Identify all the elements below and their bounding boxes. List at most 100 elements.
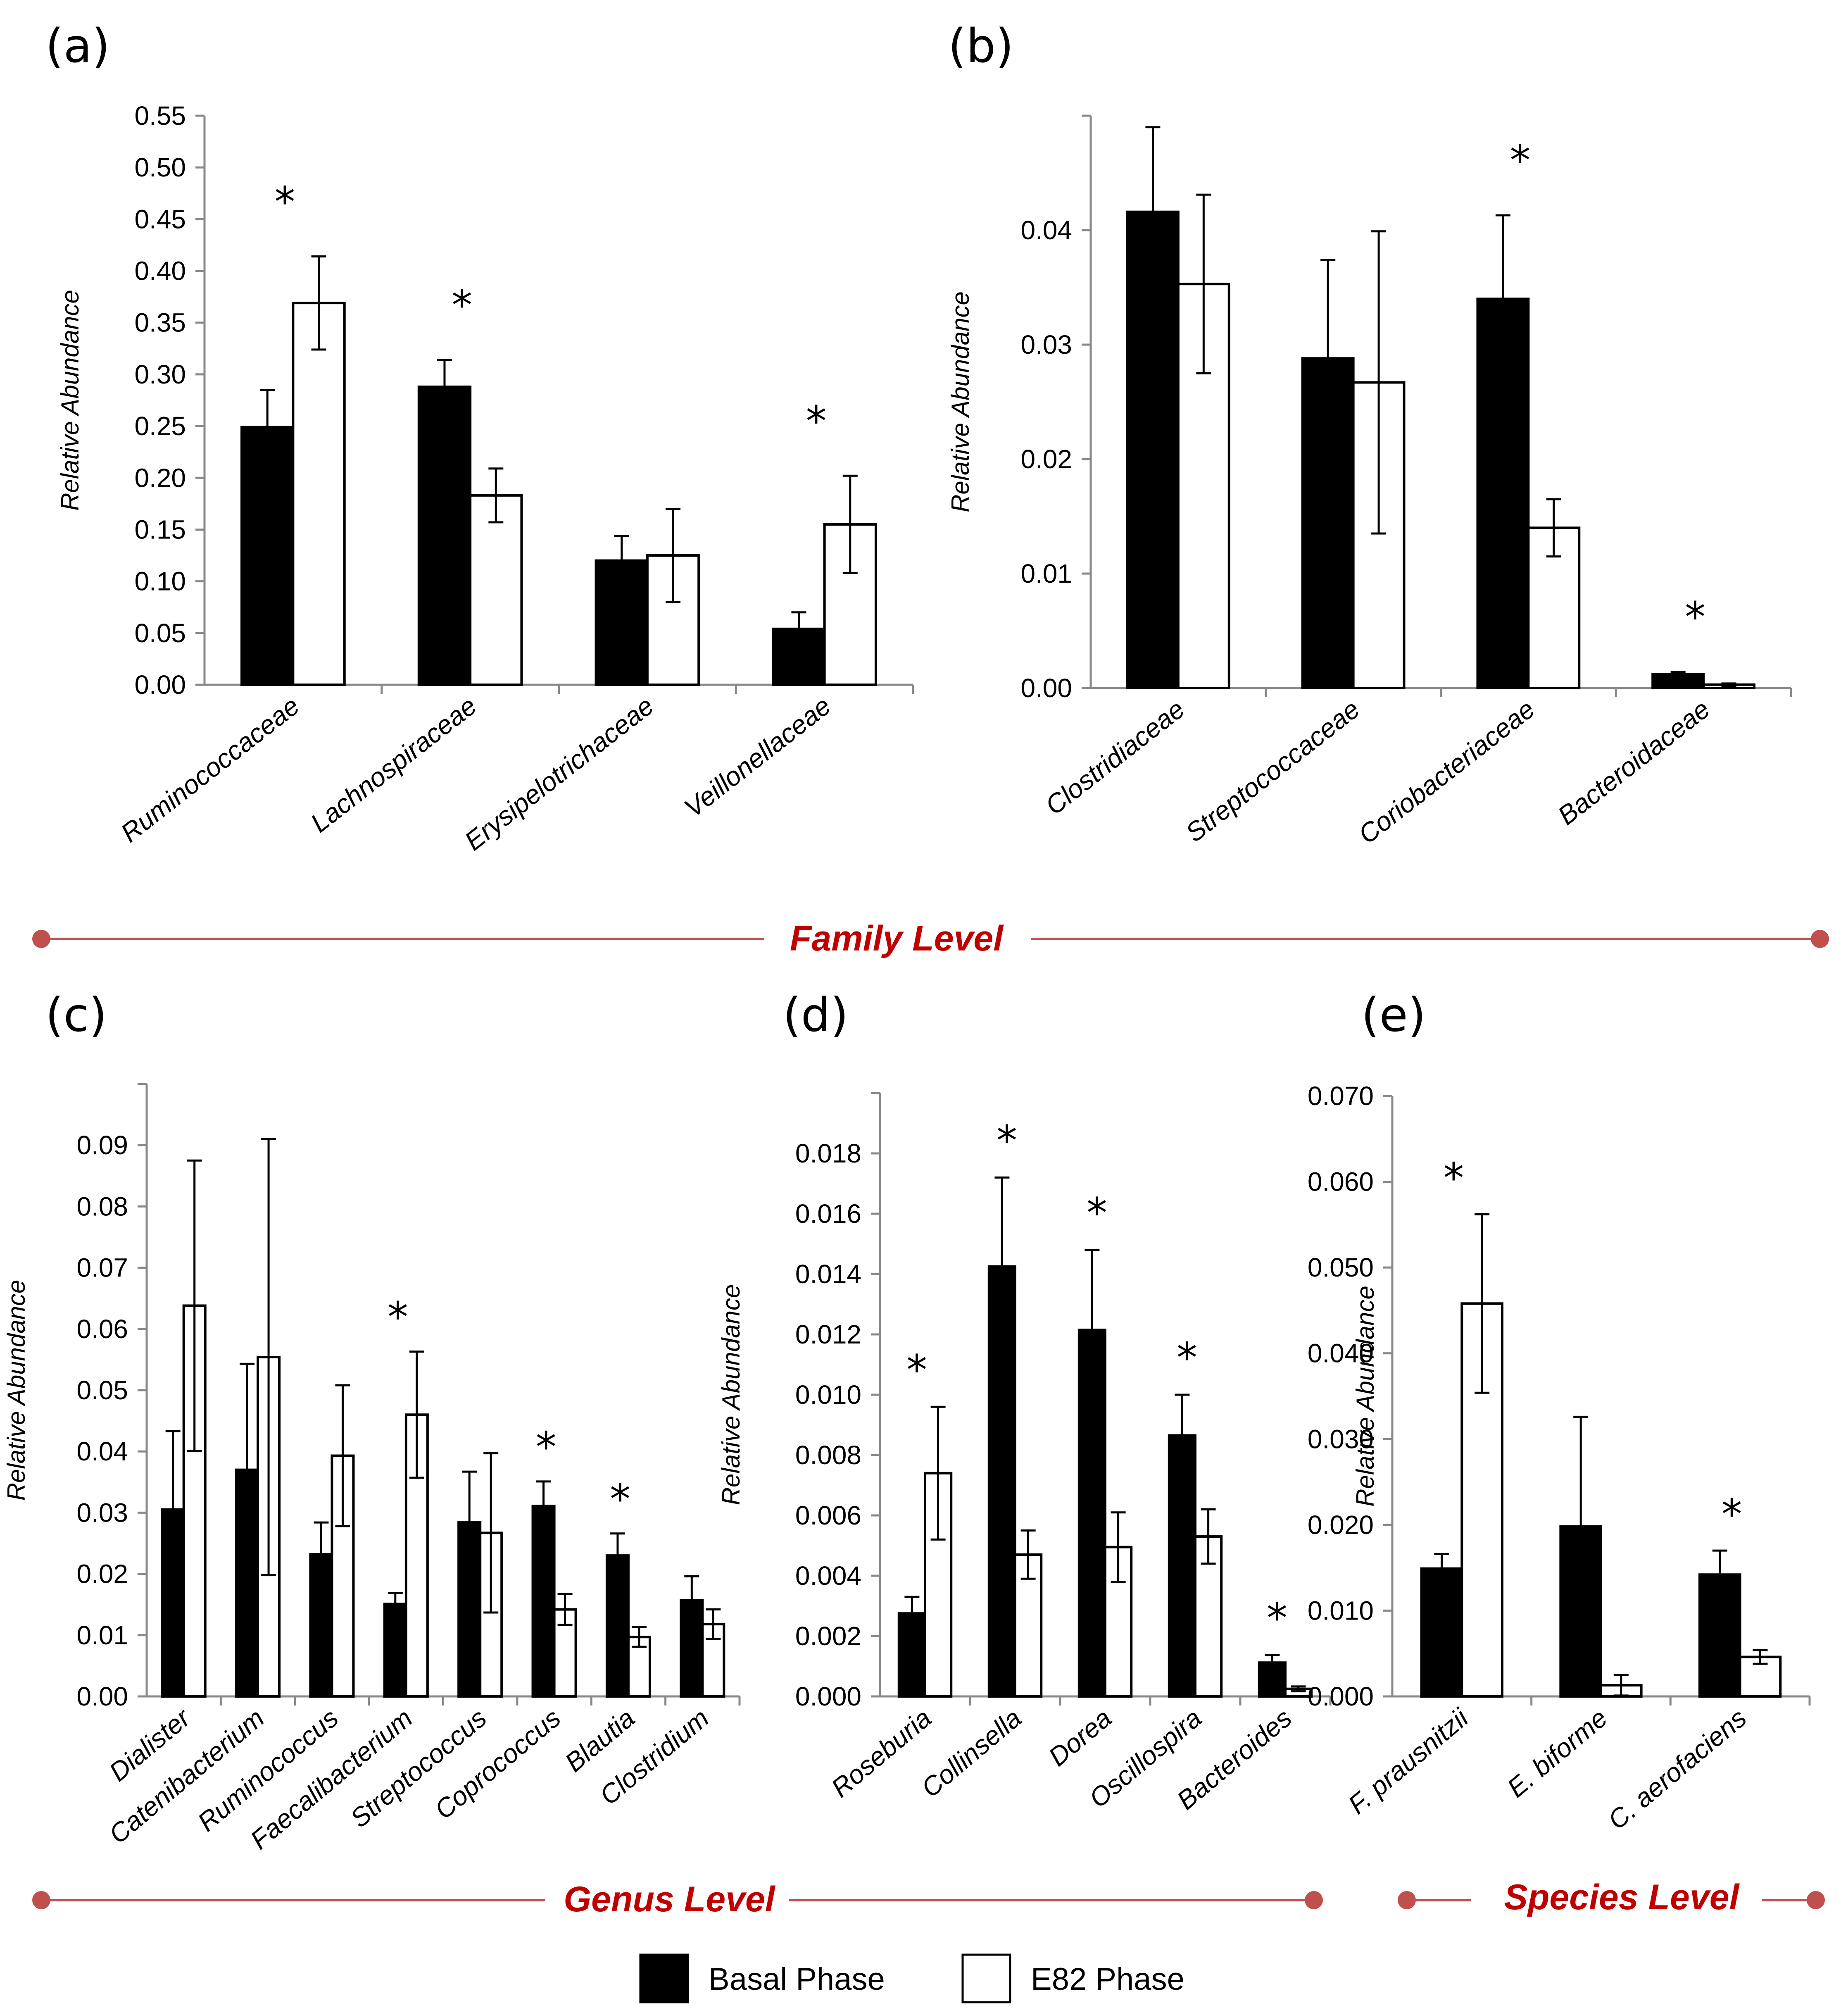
legend-e82-label: E82 Phase: [1031, 1962, 1184, 1997]
y-tick-label: 0.01: [76, 1620, 128, 1650]
panel-d: (d) Relative Abundance 0.000 0.002 0.004 0.00…: [717, 989, 1332, 1815]
significance-star: *: [1685, 593, 1705, 641]
y-tick-label: 0.05: [134, 618, 186, 648]
significance-star: *: [1722, 1490, 1742, 1539]
y-axis-label: Relative Abundance: [1351, 1286, 1379, 1507]
y-tick-label: 0.15: [134, 515, 186, 544]
y-axis-label: Relative Abundance: [2, 1280, 30, 1501]
panel-label: (d): [783, 989, 848, 1042]
panel-b: (b) Relative Abundance 0.00 0.01 0.02 0.03 0.0…: [947, 19, 1792, 850]
bar-basal: [383, 1603, 407, 1698]
y-tick-label: 0.09: [76, 1130, 128, 1160]
y-tick-label: 0.00: [1020, 673, 1072, 703]
x-category-label: Coriobacteriaceae: [1353, 694, 1540, 850]
significance-star: *: [997, 1117, 1017, 1165]
y-tick-label: 0.006: [795, 1501, 861, 1530]
significance-star: *: [452, 281, 472, 329]
bar-e82: [823, 523, 877, 686]
bar-basal: [1476, 298, 1530, 689]
y-tick-label: 0.010: [795, 1380, 861, 1410]
genus-level-label: Genus Level: [564, 1879, 776, 1919]
panel-label: (b): [948, 19, 1013, 73]
bar-e82: [1177, 283, 1230, 689]
y-tick-label: 0.07: [76, 1253, 128, 1283]
x-category-label: Bacteroidaceae: [1552, 694, 1715, 831]
y-tick-label: 0.000: [1308, 1682, 1374, 1711]
family-level-label: Family Level: [790, 919, 1004, 958]
panel-label: (c): [45, 989, 107, 1042]
bar-e82: [292, 302, 346, 686]
legend-basal-label: Basal Phase: [709, 1962, 885, 1997]
x-category-label: Dorea: [1043, 1703, 1117, 1772]
y-tick-label: 0.010: [1308, 1596, 1374, 1625]
genus-divider-dot-right: [1305, 1891, 1323, 1909]
y-tick-label: 0.050: [1308, 1253, 1374, 1282]
x-category-label: Coprococcus: [429, 1703, 566, 1825]
y-tick-label: 0.30: [134, 360, 186, 389]
panel-label: (e): [1361, 989, 1426, 1042]
significance-star: *: [536, 1423, 557, 1471]
y-tick-label: 0.00: [76, 1682, 128, 1711]
y-tick-label: 0.01: [1020, 559, 1072, 588]
x-category-label: C. aerofaciens: [1602, 1703, 1752, 1835]
y-tick-label: 0.040: [1308, 1339, 1374, 1368]
y-axis-label: Relative Abundance: [56, 290, 84, 511]
significance-star: *: [1177, 1334, 1197, 1382]
x-category-label: Veillonellaceae: [679, 691, 837, 823]
legend: Basal Phase E82 Phase: [639, 1953, 1184, 2003]
y-tick-label: 0.05: [76, 1375, 128, 1405]
y-tick-label: 0.018: [795, 1139, 861, 1168]
panel-a: (a) Relative Abundance 0.00 0.05 0.10 0.15 0.2…: [45, 19, 914, 856]
y-tick-label: 0.04: [76, 1436, 128, 1466]
y-tick-label: 0.002: [795, 1621, 861, 1651]
x-category-label: F. prausnitzii: [1342, 1702, 1474, 1820]
y-tick-label: 0.06: [76, 1314, 128, 1344]
y-tick-label: 0.000: [795, 1682, 861, 1711]
x-category-label: Clostridiaceae: [1040, 694, 1190, 820]
family-divider-dot-right: [1811, 930, 1829, 948]
y-tick-label: 0.060: [1308, 1167, 1374, 1197]
panel-c: (c) Relative Abundance 0.00 0.01 0.02 0.03 0.0…: [2, 989, 741, 1855]
y-tick-label: 0.40: [134, 256, 186, 286]
x-category-label: Lachnospiraceae: [305, 691, 482, 838]
y-axis-label: Relative Abundance: [947, 291, 974, 512]
species-divider-dot-right: [1807, 1891, 1825, 1909]
y-tick-label: 0.55: [134, 101, 186, 131]
bar-e82: [701, 1623, 725, 1698]
y-tick-label: 0.016: [795, 1199, 861, 1229]
bar-basal: [1420, 1567, 1463, 1698]
y-tick-label: 0.02: [1020, 444, 1072, 474]
significance-star: *: [1443, 1154, 1464, 1202]
y-tick-label: 0.02: [76, 1559, 128, 1589]
significance-star: *: [1510, 136, 1530, 184]
family-level-divider: Family Level: [32, 919, 1829, 958]
y-tick-label: 0.25: [134, 411, 186, 441]
bar-e82: [404, 1413, 429, 1698]
significance-star: *: [274, 178, 295, 226]
genus-level-divider: Genus Level: [32, 1879, 1323, 1919]
y-tick-label: 0.45: [134, 204, 186, 234]
y-tick-label: 0.03: [76, 1498, 128, 1527]
y-tick-label: 0.00: [134, 670, 186, 700]
bar-e82: [469, 494, 523, 686]
y-tick-label: 0.012: [795, 1320, 861, 1349]
significance-star: *: [388, 1293, 408, 1341]
x-category-label: Roseburia: [825, 1703, 937, 1803]
y-tick-label: 0.03: [1020, 330, 1072, 360]
y-tick-label: 0.030: [1308, 1424, 1374, 1454]
panel-label: (a): [45, 19, 110, 73]
significance-star: *: [906, 1346, 927, 1394]
y-tick-label: 0.070: [1308, 1081, 1374, 1111]
x-category-label: Streptococcaceae: [1180, 694, 1365, 848]
significance-star: *: [610, 1475, 630, 1523]
y-tick-label: 0.04: [1020, 215, 1072, 245]
x-category-label: Erysipelotrichaceae: [459, 691, 659, 856]
bar-basal: [240, 426, 295, 686]
x-category-label: E. biforme: [1501, 1703, 1613, 1803]
y-tick-label: 0.20: [134, 463, 186, 493]
panel-e: (e) Relative Abundance 0.000 0.010 0.020 0.03…: [1308, 989, 1811, 1835]
y-tick-label: 0.08: [76, 1191, 128, 1221]
legend-e82-swatch: [961, 1953, 1011, 2003]
y-tick-label: 0.10: [134, 567, 186, 596]
